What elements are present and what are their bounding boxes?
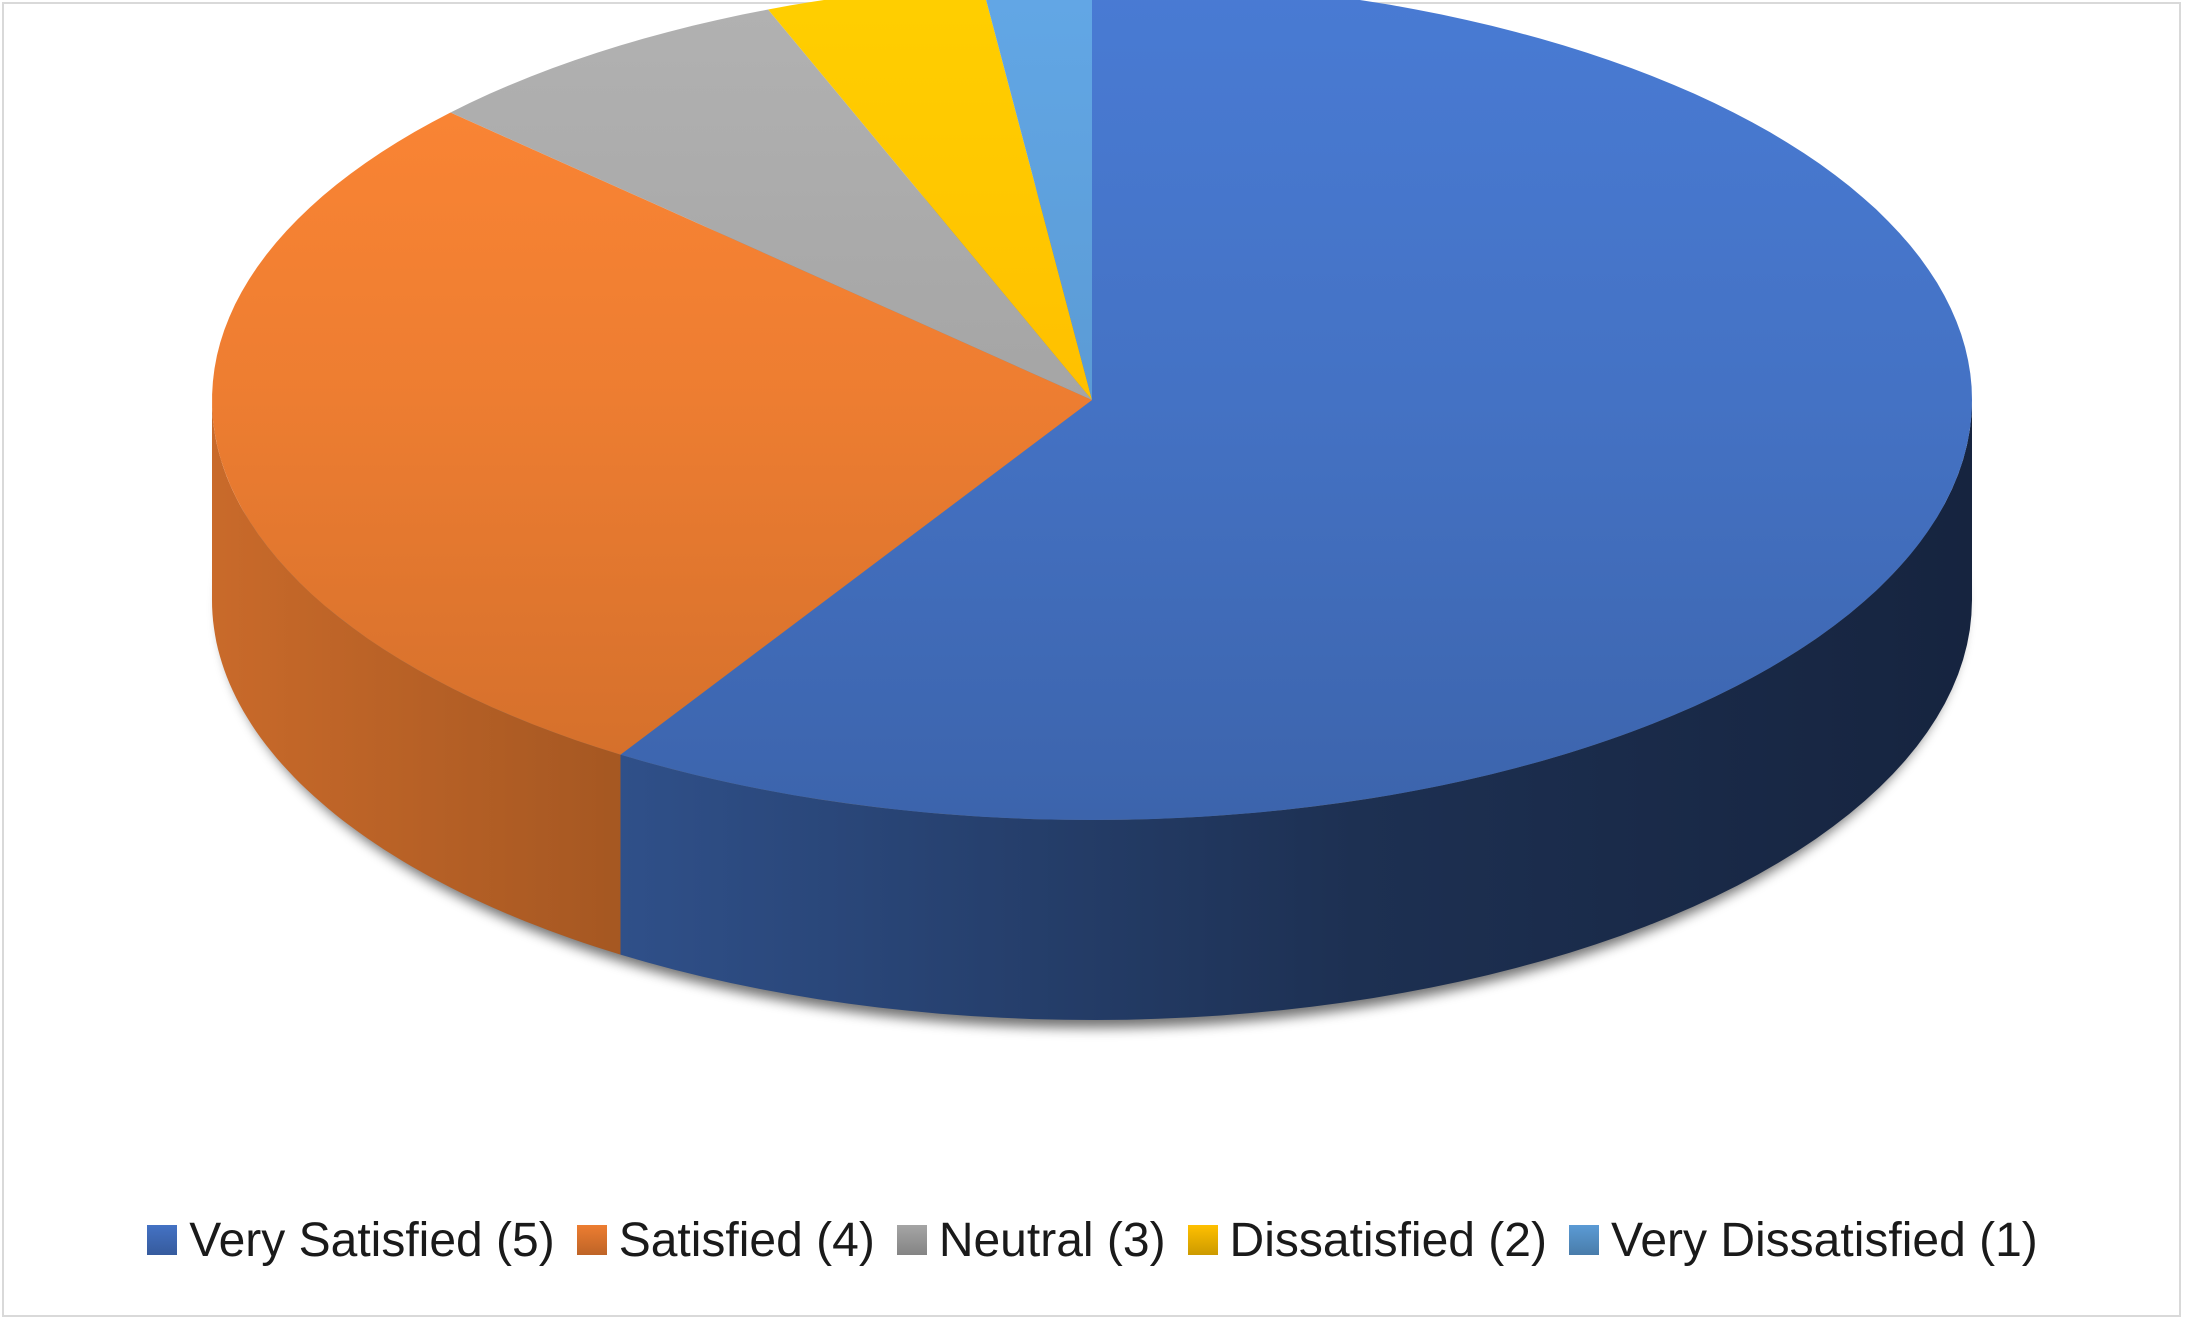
pie-slice-very-satisfied-5 (620, 0, 1972, 820)
legend-swatch (1187, 1225, 1218, 1255)
pie-slice-neutral-3 (450, 9, 1092, 400)
legend-item: Very Satisfied (5) (147, 1213, 555, 1268)
legend-swatch (147, 1225, 178, 1255)
pie-slice-very-dissatisfied-1 (986, 0, 1092, 400)
legend: Very Satisfied (5) Satisfied (4) Neutral (… (0, 1210, 2185, 1270)
pie-slice-satisfied-4 (212, 112, 1093, 755)
pie-side-1 (212, 400, 621, 955)
legend-swatch (576, 1225, 607, 1255)
pie-side-0 (620, 400, 1972, 1020)
legend-item: Satisfied (4) (576, 1213, 875, 1268)
legend-label: Dissatisfied (2) (1229, 1213, 1547, 1267)
legend-item: Neutral (3) (896, 1213, 1166, 1268)
legend-swatch (1568, 1225, 1599, 1255)
legend-label: Neutral (3) (938, 1213, 1166, 1267)
legend-item: Very Dissatisfied (1) (1568, 1213, 2038, 1268)
legend-item: Dissatisfied (2) (1187, 1213, 1547, 1268)
legend-swatch (896, 1225, 927, 1255)
legend-label: Satisfied (4) (618, 1213, 875, 1267)
pie-sides (212, 400, 1972, 1020)
pie-slice-dissatisfied-2 (768, 0, 1092, 400)
pie-top (212, 0, 1972, 820)
legend-label: Very Satisfied (5) (189, 1213, 555, 1267)
legend-label: Very Dissatisfied (1) (1610, 1213, 2038, 1267)
